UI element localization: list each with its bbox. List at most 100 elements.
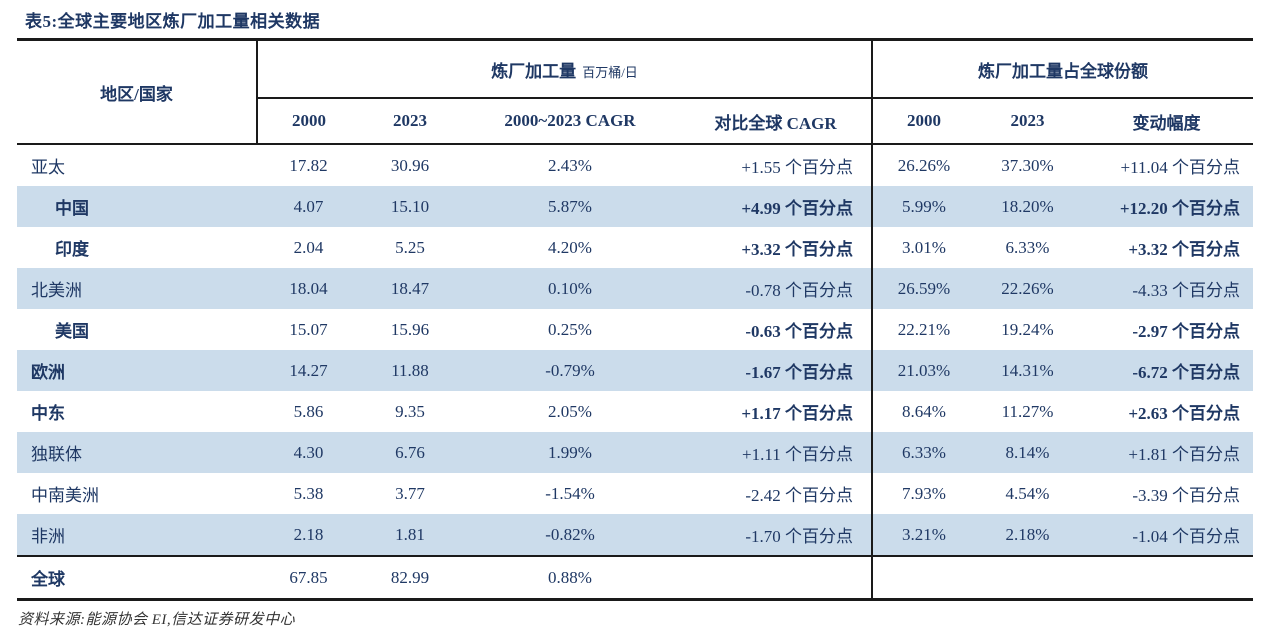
vs-global-cagr-cell: +1.17 个百分点 xyxy=(741,404,853,423)
column-header-region: 地区/国家 xyxy=(17,39,257,145)
column-header-cagr: 2000~2023 CAGR xyxy=(460,98,680,145)
share-change-cell: +11.04 个百分点 xyxy=(1120,158,1240,177)
proc-2000-cell: 17.82 xyxy=(289,155,328,175)
cagr-cell: 5.87% xyxy=(460,186,680,227)
share-2000-cell: 21.03% xyxy=(871,350,975,391)
region-name: 印度 xyxy=(55,240,89,259)
proc-2023-cell: 15.10 xyxy=(360,186,460,227)
region-cell: 中国 xyxy=(17,186,257,227)
proc-2023-cell: 3.77 xyxy=(395,483,425,503)
cagr-cell: 4.20% xyxy=(548,237,592,257)
share-2000-cell: 8.64% xyxy=(871,391,975,432)
share-2023-cell: 14.31% xyxy=(975,350,1080,391)
share-2000-cell: 7.93% xyxy=(871,473,975,514)
share-2023-cell: 11.27% xyxy=(1001,401,1054,421)
share-change-cell: -6.72 个百分点 xyxy=(1080,350,1253,391)
share-2023-cell xyxy=(975,555,1080,600)
vs-global-cagr-cell xyxy=(680,555,872,600)
vs-global-cagr-cell: -0.78 个百分点 xyxy=(680,268,872,309)
share-2000-cell: 5.99% xyxy=(871,186,975,227)
proc-2000-cell: 67.85 xyxy=(257,555,360,600)
proc-2000-cell: 5.38 xyxy=(293,483,324,503)
share-2000-cell: 26.26% xyxy=(871,144,975,186)
region-name: 美国 xyxy=(55,322,89,341)
share-change-cell: +1.81 个百分点 xyxy=(1080,432,1253,473)
region-name: 非洲 xyxy=(31,527,65,546)
proc-2000-cell: 4.07 xyxy=(257,186,360,227)
region-cell: 独联体 xyxy=(17,432,257,473)
share-2000-cell: 3.01% xyxy=(871,227,975,268)
cagr-cell: -0.79% xyxy=(460,350,680,391)
table-row: 独联体 4.30 6.76 1.99% +1.11 个百分点 6.33% 8.1… xyxy=(17,432,1253,473)
proc-2023-cell: 6.76 xyxy=(360,432,460,473)
share-2023-cell: 4.54% xyxy=(1005,483,1050,503)
cagr-cell: -0.82% xyxy=(460,514,680,556)
proc-2000-cell: 4.30 xyxy=(257,432,360,473)
share-change-cell: -3.39 个百分点 xyxy=(1132,486,1240,505)
region-name: 亚太 xyxy=(31,158,65,177)
share-change-cell xyxy=(1080,555,1253,600)
region-cell: 欧洲 xyxy=(17,350,257,391)
cagr-cell: 2.43% xyxy=(548,155,592,175)
region-cell: 美国 xyxy=(17,309,257,350)
column-header-proc-2000: 2000 xyxy=(256,98,360,145)
region-cell: 中南美洲 xyxy=(17,473,257,514)
column-header-proc-2023: 2023 xyxy=(360,98,460,145)
share-2023-cell: 22.26% xyxy=(975,268,1080,309)
share-2023-cell: 19.24% xyxy=(1001,319,1054,339)
region-name: 中东 xyxy=(31,404,65,423)
share-change-cell: +12.20 个百分点 xyxy=(1080,186,1253,227)
cagr-cell: -1.54% xyxy=(545,483,595,503)
vs-global-cagr-cell: -0.63 个百分点 xyxy=(745,322,853,341)
group-throughput-title: 炼厂加工量 xyxy=(491,61,577,81)
table-body: 亚太 17.82 30.96 2.43% +1.55 个百分点 26.26% 3… xyxy=(17,144,1253,600)
proc-2023-cell: 15.96 xyxy=(390,319,430,339)
region-cell: 非洲 xyxy=(17,514,257,556)
table-row: 欧洲 14.27 11.88 -0.79% -1.67 个百分点 21.03% … xyxy=(17,350,1253,391)
proc-2000-cell: 14.27 xyxy=(257,350,360,391)
cagr-cell: 0.88% xyxy=(460,555,680,600)
table-row: 美国 15.07 15.96 0.25% -0.63 个百分点 22.21% 1… xyxy=(17,309,1253,350)
table-row: 全球 67.85 82.99 0.88% xyxy=(17,555,1253,600)
region-name: 全球 xyxy=(31,570,65,589)
group-throughput-unit: 百万桶/日 xyxy=(582,64,638,80)
table-header: 地区/国家 炼厂加工量 百万桶/日 炼厂加工量占全球份额 2000 2023 20… xyxy=(17,39,1253,145)
region-cell: 中东 xyxy=(17,391,257,432)
column-header-share-2000: 2000 xyxy=(871,98,975,145)
cagr-cell: 0.10% xyxy=(460,268,680,309)
header-sub-row: 2000 2023 2000~2023 CAGR 对比全球 CAGR 2000 … xyxy=(17,98,1253,145)
table-row: 中国 4.07 15.10 5.87% +4.99 个百分点 5.99% 18.… xyxy=(17,186,1253,227)
proc-2023-cell: 11.88 xyxy=(360,350,460,391)
data-source-note: 资料来源:能源协会 EI,信达证券研发中心 xyxy=(18,612,296,628)
table-row: 中南美洲 5.38 3.77 -1.54% -2.42 个百分点 7.93% 4… xyxy=(17,473,1253,514)
region-name: 欧洲 xyxy=(31,363,65,382)
share-2023-cell: 6.33% xyxy=(1005,237,1050,257)
vs-global-cagr-cell: -2.42 个百分点 xyxy=(745,486,853,505)
vs-global-cagr-cell: +1.11 个百分点 xyxy=(680,432,872,473)
proc-2023-cell: 30.96 xyxy=(390,155,430,175)
column-group-throughput: 炼厂加工量 百万桶/日 xyxy=(256,39,872,99)
proc-2023-cell: 9.35 xyxy=(395,401,425,421)
column-header-share-2023: 2023 xyxy=(975,98,1080,145)
region-name: 中国 xyxy=(55,199,89,218)
proc-2000-cell: 15.07 xyxy=(289,319,328,339)
share-change-cell: +3.32 个百分点 xyxy=(1128,240,1240,259)
refinery-data-table: 地区/国家 炼厂加工量 百万桶/日 炼厂加工量占全球份额 2000 2023 20… xyxy=(17,38,1253,601)
share-2000-cell: 6.33% xyxy=(871,432,975,473)
table-title: 表5:全球主要地区炼厂加工量相关数据 xyxy=(25,12,321,31)
proc-2023-cell: 82.99 xyxy=(360,555,460,600)
table-row: 中东 5.86 9.35 2.05% +1.17 个百分点 8.64% 11.2… xyxy=(17,391,1253,432)
share-2023-cell: 18.20% xyxy=(975,186,1080,227)
vs-global-cagr-cell: +3.32 个百分点 xyxy=(741,240,853,259)
table-row: 北美洲 18.04 18.47 0.10% -0.78 个百分点 26.59% … xyxy=(17,268,1253,309)
share-2023-cell: 37.30% xyxy=(1001,155,1054,175)
region-name: 中南美洲 xyxy=(31,486,99,505)
vs-global-cagr-cell: +4.99 个百分点 xyxy=(680,186,872,227)
region-cell: 亚太 xyxy=(17,144,257,186)
table-row: 印度 2.04 5.25 4.20% +3.32 个百分点 3.01% 6.33… xyxy=(17,227,1253,268)
share-change-cell: -4.33 个百分点 xyxy=(1080,268,1253,309)
share-2000-cell xyxy=(871,555,975,600)
proc-2000-cell: 18.04 xyxy=(257,268,360,309)
column-group-share: 炼厂加工量占全球份额 xyxy=(871,39,1253,99)
